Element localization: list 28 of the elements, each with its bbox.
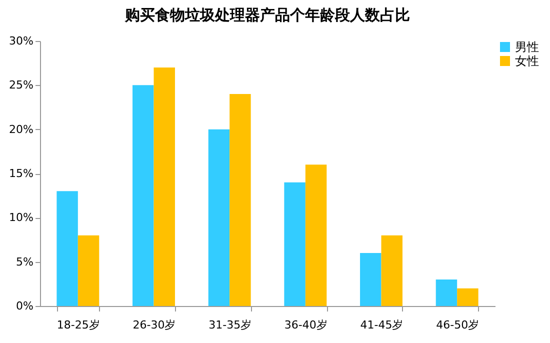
x-tick-label: 41-45岁 (360, 318, 404, 332)
bar (78, 235, 100, 306)
x-tick-label: 36-40岁 (284, 318, 328, 332)
bar (132, 85, 154, 306)
y-tick-label: 30% (9, 34, 34, 48)
legend-label: 男性 (515, 40, 539, 54)
y-tick-label: 5% (16, 255, 34, 268)
y-tick-label: 10% (9, 211, 34, 224)
y-tick-label: 20% (9, 122, 34, 136)
bar (436, 280, 458, 306)
bar (360, 253, 382, 306)
legend-label: 女性 (515, 54, 539, 68)
y-tick-label: 25% (9, 78, 34, 92)
x-tick-label: 31-35岁 (208, 318, 252, 332)
bar (56, 191, 78, 306)
x-tick-label: 26-30岁 (132, 318, 176, 332)
x-tick-label: 18-25岁 (56, 318, 100, 332)
bar (381, 235, 402, 306)
chart-title: 购买食物垃圾处理器产品个年龄段人数占比 (124, 6, 410, 24)
bar (154, 68, 175, 306)
y-tick-label: 0% (16, 300, 34, 312)
y-tick-label: 15% (9, 167, 34, 180)
bar (305, 164, 327, 306)
bar (208, 129, 230, 306)
x-tick-label: 46-50岁 (436, 318, 480, 332)
bar (284, 182, 306, 306)
bar (230, 94, 251, 306)
bar (457, 288, 478, 306)
